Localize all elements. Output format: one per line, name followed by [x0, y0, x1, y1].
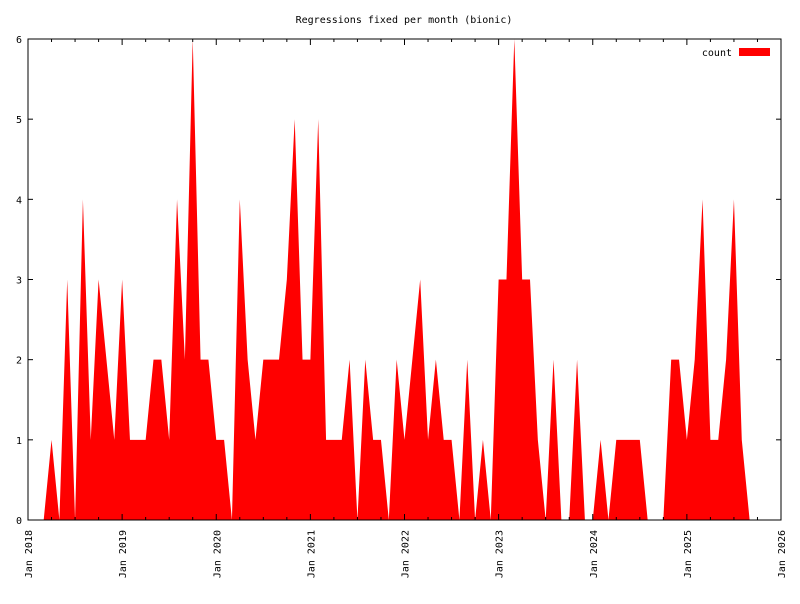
y-tick-label: 0 [16, 516, 22, 527]
x-tick-label: Jan 2022 [401, 530, 412, 578]
legend-swatch [739, 48, 770, 56]
plot-area [43, 39, 750, 520]
y-tick-label: 3 [16, 276, 22, 287]
y-tick-label: 1 [16, 436, 22, 447]
legend-label: count [702, 48, 732, 59]
x-tick-label: Jan 2018 [24, 530, 35, 578]
axes: 0 1 2 3 4 5 6 Jan 2018 Jan 2019 Jan 2020 Jan 2021 J… [16, 35, 788, 578]
x-tick-label: Jan 2020 [212, 530, 223, 578]
x-tick-label: Jan 2023 [495, 530, 506, 578]
x-tick-label: Jan 2019 [118, 530, 129, 578]
chart-title: Regressions fixed per month (bionic) [296, 15, 513, 26]
x-tick-label: Jan 2021 [306, 530, 317, 578]
x-tick-label: Jan 2024 [589, 530, 600, 578]
series-area-count [43, 39, 750, 520]
y-tick-label: 4 [16, 195, 22, 206]
legend: count [702, 48, 770, 59]
y-tick-label: 5 [16, 115, 22, 126]
x-tick-label: Jan 2025 [683, 530, 694, 578]
y-tick-label: 6 [16, 35, 22, 46]
x-tick-label: Jan 2026 [777, 530, 788, 578]
y-tick-label: 2 [16, 356, 22, 367]
